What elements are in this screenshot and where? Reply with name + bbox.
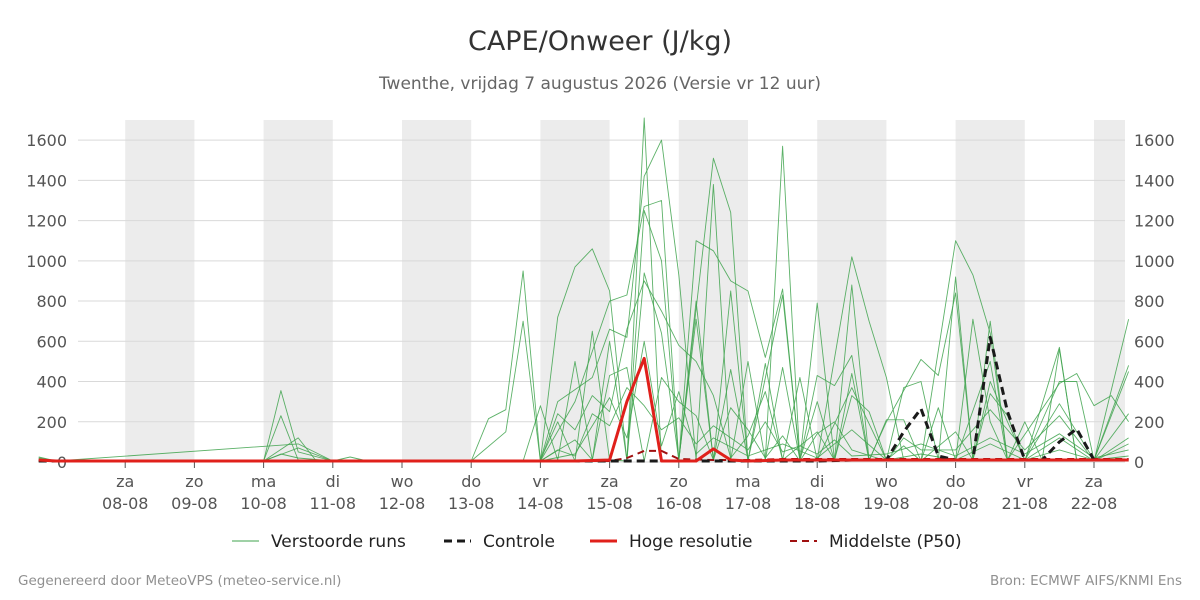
x-tick-day: do (461, 472, 481, 491)
x-tick-date: 12-08 (379, 494, 426, 513)
x-tick-date: 10-08 (240, 494, 287, 513)
x-tick-day: do (946, 472, 966, 491)
x-tick-date: 14-08 (517, 494, 564, 513)
y-tick-label-right: 1200 (1134, 212, 1175, 231)
y-tick-label-left: 800 (36, 292, 67, 311)
weekend-band (678, 120, 748, 462)
y-tick-label-right: 0 (1134, 453, 1144, 472)
x-tick-day: wo (391, 472, 414, 491)
legend-ensemble-label: Verstoorde runs (271, 532, 406, 552)
x-tick-day: zo (185, 472, 203, 491)
y-tick-label-left: 1400 (26, 171, 67, 190)
legend-hires-label: Hoge resolutie (629, 532, 753, 552)
ensemble-line (56, 387, 1129, 462)
x-tick-day: za (600, 472, 618, 491)
x-tick-date: 16-08 (656, 494, 703, 513)
weekend-band (1094, 120, 1125, 462)
weekend-band (955, 120, 1025, 462)
y-tick-label-right: 1000 (1134, 252, 1175, 271)
weekend-band (125, 120, 195, 462)
y-tick-label-left: 400 (36, 373, 67, 392)
chart-title: CAPE/Onweer (J/kg) (468, 26, 732, 57)
y-tick-label-right: 1600 (1134, 131, 1175, 150)
legend-median-label: Middelste (P50) (829, 532, 962, 552)
y-tick-label-left: 1600 (26, 131, 67, 150)
ensemble-line (56, 340, 1129, 462)
x-tick-day: di (325, 472, 340, 491)
weekend-band (540, 120, 610, 462)
y-tick-label-right: 800 (1134, 292, 1165, 311)
x-tick-date: 13-08 (448, 494, 495, 513)
x-tick-day: ma (735, 472, 760, 491)
x-tick-day: ma (251, 472, 276, 491)
weekend-bands (125, 120, 1125, 462)
weekend-band (817, 120, 887, 462)
x-tick-date: 08-08 (102, 494, 149, 513)
legend: Verstoorde runs Controle Hoge resolutie … (232, 532, 962, 552)
ensemble-line (38, 200, 1129, 462)
x-tick-date: 18-08 (794, 494, 841, 513)
x-axis: za 08-08 zo 09-08 ma 10-08 di 11-08 wo 12-08 do 13-… (102, 462, 1117, 513)
y-tick-label-right: 600 (1134, 332, 1165, 351)
x-tick-date: 19-08 (863, 494, 910, 513)
y-tick-label-right: 1400 (1134, 171, 1175, 190)
legend-control-label: Controle (483, 532, 555, 552)
x-tick-date: 11-08 (310, 494, 357, 513)
y-tick-label-left: 1200 (26, 212, 67, 231)
x-tick-date: 22-08 (1071, 494, 1118, 513)
y-tick-label-left: 1000 (26, 252, 67, 271)
x-tick-date: 21-08 (1002, 494, 1049, 513)
y-tick-label-right: 200 (1134, 413, 1165, 432)
x-tick-day: za (1085, 472, 1103, 491)
x-tick-day: vr (532, 472, 548, 491)
y-axis-right: 0 200 400 600 800 1000 1200 1400 1600 (1134, 131, 1175, 472)
y-tick-label-left: 200 (36, 413, 67, 432)
weekend-band (263, 120, 333, 462)
series-group (38, 117, 1130, 463)
x-tick-day: vr (1017, 472, 1033, 491)
weekend-band (402, 120, 472, 462)
y-tick-label-right: 400 (1134, 373, 1165, 392)
x-tick-day: za (116, 472, 134, 491)
chart-subtitle: Twenthe, vrijdag 7 augustus 2026 (Versie… (378, 74, 821, 94)
hires-line (38, 356, 1129, 463)
x-tick-date: 20-08 (932, 494, 979, 513)
y-tick-label-left: 600 (36, 332, 67, 351)
x-tick-date: 15-08 (586, 494, 633, 513)
x-tick-date: 17-08 (725, 494, 772, 513)
x-tick-day: wo (875, 472, 898, 491)
credit-left: Gegenereerd door MeteoVPS (meteo-service… (18, 573, 341, 589)
x-tick-date: 09-08 (171, 494, 218, 513)
x-tick-day: zo (670, 472, 688, 491)
credit-right: Bron: ECMWF AIFS/KNMI Ens (990, 573, 1182, 589)
x-tick-day: di (810, 472, 825, 491)
